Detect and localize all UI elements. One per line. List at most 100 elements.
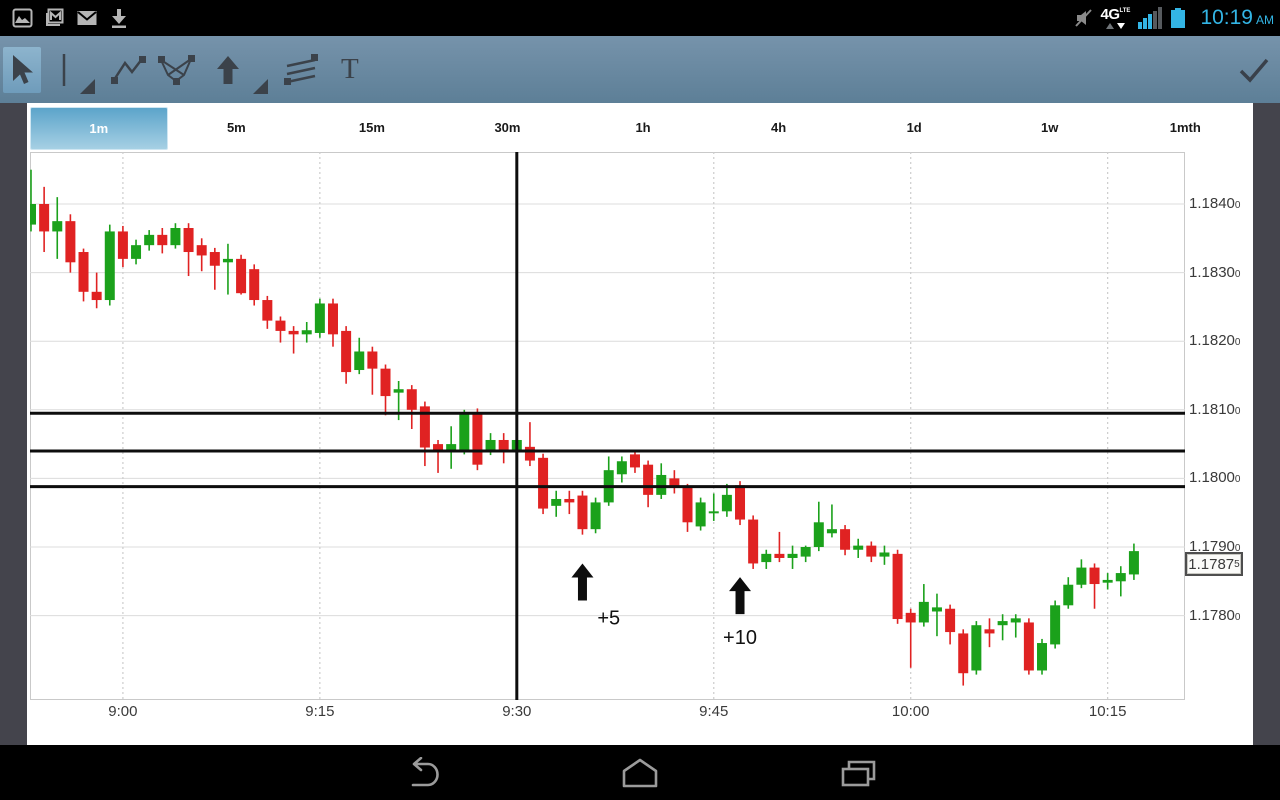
candle-body — [209, 252, 220, 266]
content-area: 1m 5m 15m 30m 1h 4h 1d 1w 1mth +5 +10 1.1787 5 1.1… — [0, 103, 1280, 745]
network-type-icon: 4G LTE — [1101, 7, 1131, 29]
candle-body — [656, 474, 667, 495]
y-axis-label: 1.17800 — [1189, 606, 1241, 624]
recents-button[interactable] — [835, 753, 881, 793]
candle-body — [1050, 605, 1061, 645]
candle-body — [997, 621, 1008, 626]
parallel-lines-tool-button[interactable] — [283, 52, 319, 88]
system-status-icons: 4G LTE 10:19 AM — [1073, 6, 1274, 30]
arrow-tool-dropdown[interactable] — [252, 78, 269, 95]
tab-1m[interactable]: 1m — [30, 107, 168, 150]
candle-body — [629, 454, 640, 468]
current-price-box: 1.1787 5 — [1185, 552, 1243, 577]
tab-15m[interactable]: 15m — [358, 120, 385, 135]
tab-5m[interactable]: 5m — [226, 120, 246, 135]
polyline-tool-button[interactable] — [110, 53, 146, 87]
x-axis-label: 9:15 — [305, 703, 335, 720]
download-icon — [112, 9, 126, 28]
x-axis-label: 9:00 — [108, 703, 138, 720]
polyline-icon — [111, 55, 146, 84]
candle-body — [564, 498, 575, 503]
candle-body — [905, 612, 916, 623]
candle-body — [826, 529, 837, 534]
x-axis-label: 10:00 — [891, 703, 930, 720]
dropdown-corner-icon — [253, 79, 268, 94]
candle-body — [262, 300, 273, 321]
candle-body — [551, 498, 562, 506]
candle-body — [104, 231, 115, 301]
tab-1d[interactable]: 1d — [906, 120, 922, 135]
candle-body — [170, 228, 181, 246]
candle-body — [1128, 551, 1139, 575]
vertical-line-icon — [62, 53, 66, 86]
network-sub-label: LTE — [1119, 8, 1131, 14]
drawing-toolbar: T — [0, 36, 1280, 103]
back-button[interactable] — [399, 753, 445, 793]
candle-body — [380, 368, 391, 397]
tab-1w[interactable]: 1w — [1041, 120, 1059, 135]
candle-body — [577, 495, 588, 530]
candle-body — [485, 439, 496, 451]
candle-body — [275, 320, 286, 331]
candle-body — [393, 389, 404, 393]
home-icon — [622, 758, 658, 787]
candle-body — [695, 502, 706, 527]
candle-body — [735, 485, 746, 520]
email-icon — [46, 8, 64, 26]
candle-body — [1089, 567, 1100, 585]
candle-body — [236, 258, 247, 294]
candle-body — [30, 204, 36, 225]
candle-body — [866, 545, 877, 557]
candle-body — [840, 529, 851, 550]
y-axis-label: 1.18000 — [1189, 469, 1241, 487]
candle-body — [406, 389, 417, 410]
candlestick-chart[interactable]: +5 +10 — [30, 152, 1185, 700]
current-price-main: 1.1787 — [1188, 555, 1235, 573]
candle-body — [301, 330, 312, 335]
candle-body — [459, 413, 470, 450]
candle-body — [433, 444, 444, 451]
tab-1mth[interactable]: 1mth — [1169, 120, 1201, 135]
candle-body — [958, 633, 969, 674]
arrow-up-icon — [217, 55, 239, 84]
candle-body — [971, 625, 982, 671]
candle-body — [813, 522, 824, 547]
pattern-tool-button[interactable] — [156, 53, 196, 87]
dropdown-corner-icon — [80, 79, 95, 94]
tab-30m[interactable]: 30m — [494, 120, 521, 135]
candle-body — [341, 330, 352, 373]
annotation-label: +5 — [597, 608, 620, 630]
candle-body — [1037, 643, 1048, 671]
arrow-tool-button[interactable] — [216, 54, 240, 86]
candle-body — [748, 519, 759, 564]
download-arrow-icon — [1116, 23, 1125, 29]
chart-plot-area: +5 +10 1.1787 5 1.18400 1.18300 1.18200 1.181… — [27, 152, 1253, 745]
signal-strength-icon — [1138, 7, 1163, 29]
candle-body — [327, 303, 338, 335]
line-tool-button[interactable] — [61, 52, 67, 88]
candle-body — [314, 303, 325, 333]
tab-4h[interactable]: 4h — [771, 120, 787, 135]
candle-body — [800, 547, 811, 557]
candle-body — [498, 439, 509, 451]
candle-body — [249, 269, 260, 301]
y-axis-label: 1.18100 — [1189, 400, 1241, 418]
candle-body — [131, 245, 142, 259]
candle-body — [538, 457, 549, 509]
tab-1h[interactable]: 1h — [635, 120, 651, 135]
cursor-tool-button[interactable] — [3, 46, 41, 93]
confirm-button[interactable] — [1238, 36, 1270, 103]
annotation-arrow-up-icon — [729, 577, 752, 615]
text-tool-button[interactable]: T — [341, 53, 359, 85]
candle-body — [761, 553, 772, 563]
candle-body — [682, 488, 693, 523]
candle-body — [918, 601, 929, 623]
line-tool-dropdown[interactable] — [79, 78, 96, 95]
candle-body — [65, 221, 76, 263]
home-button[interactable] — [617, 753, 663, 793]
mute-icon — [1074, 9, 1092, 27]
candle-body — [1010, 618, 1021, 623]
notification-icons — [12, 7, 129, 29]
annotation-label: +10 — [723, 627, 757, 649]
